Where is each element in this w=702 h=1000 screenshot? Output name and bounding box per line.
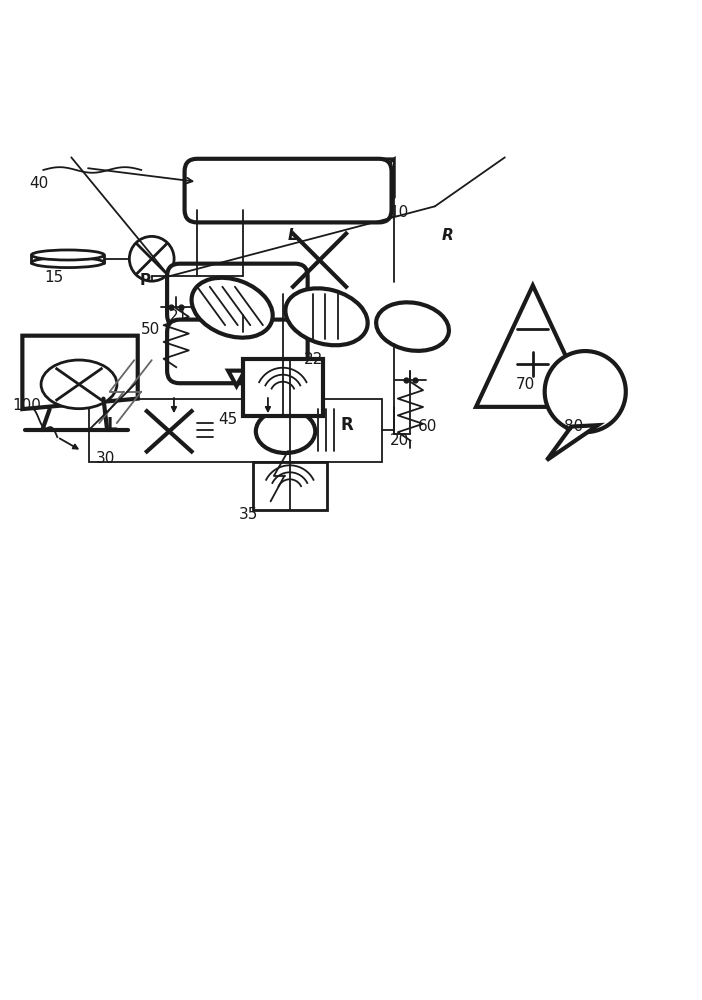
Ellipse shape bbox=[41, 360, 117, 409]
Text: 35: 35 bbox=[239, 507, 258, 522]
Text: 80: 80 bbox=[564, 419, 583, 434]
FancyBboxPatch shape bbox=[167, 264, 307, 327]
Circle shape bbox=[545, 351, 625, 432]
Polygon shape bbox=[379, 159, 395, 210]
Text: 100: 100 bbox=[12, 398, 41, 413]
Text: 15: 15 bbox=[45, 270, 64, 285]
Bar bbox=[253, 462, 326, 510]
Polygon shape bbox=[547, 425, 598, 460]
Text: 22: 22 bbox=[303, 352, 323, 367]
Text: L: L bbox=[288, 228, 298, 243]
Text: 10: 10 bbox=[390, 205, 409, 220]
Ellipse shape bbox=[376, 302, 449, 351]
Polygon shape bbox=[197, 159, 395, 171]
FancyBboxPatch shape bbox=[167, 320, 307, 383]
Text: 45: 45 bbox=[218, 412, 237, 427]
Text: 21: 21 bbox=[169, 309, 188, 324]
Text: 70: 70 bbox=[515, 377, 534, 392]
Text: L: L bbox=[106, 416, 117, 434]
Polygon shape bbox=[228, 315, 245, 330]
Text: 40: 40 bbox=[29, 176, 48, 191]
Text: P: P bbox=[140, 273, 151, 288]
Bar bbox=[243, 359, 323, 416]
Ellipse shape bbox=[286, 288, 368, 345]
Text: 60: 60 bbox=[418, 419, 437, 434]
Text: 20: 20 bbox=[390, 433, 409, 448]
FancyBboxPatch shape bbox=[185, 159, 392, 222]
Polygon shape bbox=[22, 336, 138, 409]
Polygon shape bbox=[228, 371, 245, 386]
Ellipse shape bbox=[32, 250, 104, 260]
Text: R: R bbox=[442, 228, 453, 243]
Ellipse shape bbox=[192, 278, 272, 338]
Ellipse shape bbox=[256, 410, 315, 453]
Polygon shape bbox=[476, 285, 590, 407]
Bar bbox=[88, 399, 383, 462]
Text: 50: 50 bbox=[141, 322, 161, 337]
Circle shape bbox=[129, 236, 174, 281]
Text: 30: 30 bbox=[95, 451, 115, 466]
Ellipse shape bbox=[32, 258, 104, 268]
Text: R: R bbox=[340, 416, 353, 434]
